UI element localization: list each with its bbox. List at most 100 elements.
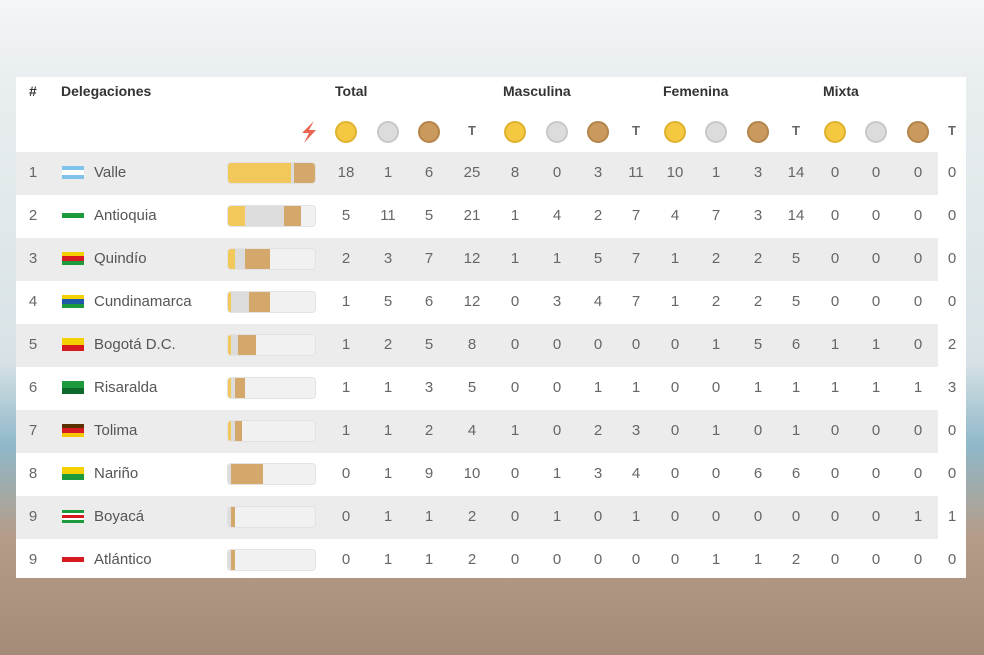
medal-count: 0: [593, 551, 603, 568]
medal-icon: [377, 121, 399, 143]
table-row: 8 Nariño 0 1 9 10 0 1 3 4 0 0 6 6 0 0 0 0: [16, 453, 956, 496]
medal-count: 6: [753, 465, 763, 482]
medal-count: 0: [871, 551, 881, 568]
medal-count: 0: [670, 551, 680, 568]
flag-stripe: [62, 344, 84, 351]
medal-count: 0: [552, 422, 562, 439]
medal-count: 0: [913, 551, 923, 568]
total-header: T: [792, 123, 800, 138]
medal-count: 0: [631, 551, 641, 568]
medal-count: 0: [947, 422, 957, 439]
bar-segment: [228, 421, 232, 441]
medal-count: 1: [510, 422, 520, 439]
medal-count: 1: [383, 551, 393, 568]
rank: 9: [28, 508, 38, 525]
medal-count: 0: [871, 250, 881, 267]
medal-count: 1: [552, 465, 562, 482]
medal-count: 1: [341, 293, 351, 310]
medal-count: 0: [791, 508, 801, 525]
flag-icon: [62, 381, 84, 394]
medal-count: 1: [631, 508, 641, 525]
bar-segment: [294, 163, 315, 183]
medal-count: 2: [424, 422, 434, 439]
medal-count: 7: [631, 293, 641, 310]
table-row: 5 Bogotá D.C. 1 2 5 8 0 0 0 0 0 1 5 6 1 1 0 2: [16, 324, 956, 367]
medal-icon: [824, 121, 846, 143]
medal-count: 0: [871, 508, 881, 525]
medal-count: 1: [341, 379, 351, 396]
medal-icon: [865, 121, 887, 143]
medal-count: 3: [947, 379, 957, 396]
bar-segment: [228, 206, 246, 226]
bar-segment: [228, 550, 232, 570]
medal-count: 5: [424, 207, 434, 224]
medal-count: 4: [552, 207, 562, 224]
bar-segment: [231, 292, 249, 312]
medal-count: 5: [593, 250, 603, 267]
rank: 7: [28, 422, 38, 439]
medal-count: 10: [666, 164, 684, 181]
medal-count: 0: [913, 465, 923, 482]
medal-count: 6: [791, 336, 801, 353]
flag-stripe: [62, 553, 84, 558]
medal-count: 10: [463, 465, 481, 482]
medal-count: 0: [913, 207, 923, 224]
medal-count: 1: [631, 379, 641, 396]
flag-icon: [62, 295, 84, 308]
medal-count: 1: [383, 508, 393, 525]
flag-stripe: [62, 381, 84, 388]
medal-count: 14: [787, 164, 805, 181]
medal-count: 6: [424, 293, 434, 310]
medal-count: 1: [830, 379, 840, 396]
rank: 3: [28, 250, 38, 267]
medal-count: 0: [552, 379, 562, 396]
delegation-name: Atlántico: [94, 551, 152, 568]
flag-stripe: [62, 299, 84, 304]
flag-stripe: [62, 557, 84, 562]
flag-stripe: [62, 303, 84, 308]
medal-count: 1: [871, 336, 881, 353]
medal-count: 21: [463, 207, 481, 224]
bar-segment: [234, 249, 246, 269]
medal-count: 2: [341, 250, 351, 267]
medal-count: 0: [711, 379, 721, 396]
medal-count: 3: [424, 379, 434, 396]
flag-icon: [62, 510, 84, 523]
medal-bar: [227, 549, 316, 571]
medal-bar: [227, 377, 316, 399]
medal-count: 0: [871, 207, 881, 224]
bar-segment: [245, 249, 270, 269]
medal-count: 1: [552, 508, 562, 525]
medal-count: 3: [753, 164, 763, 181]
medal-count: 3: [552, 293, 562, 310]
bar-segment: [228, 163, 291, 183]
medal-count: 1: [791, 422, 801, 439]
medal-count: 7: [711, 207, 721, 224]
medal-count: 11: [628, 164, 644, 181]
medal-count: 0: [947, 293, 957, 310]
medal-bar: [227, 162, 316, 184]
flag-stripe: [62, 174, 84, 179]
medal-count: 0: [830, 551, 840, 568]
rank: 9: [28, 551, 38, 568]
medal-count: 0: [913, 164, 923, 181]
medal-count: 0: [510, 293, 520, 310]
medal-count: 0: [913, 250, 923, 267]
medal-count: 0: [341, 465, 351, 482]
medal-count: 1: [383, 164, 393, 181]
rank: 2: [28, 207, 38, 224]
flag-stripe: [62, 260, 84, 265]
bar-segment: [231, 335, 239, 355]
medal-count: 2: [383, 336, 393, 353]
table-row: 6 Risaralda 1 1 3 5 0 0 1 1 0 0 1 1 1 1 1 3: [16, 367, 956, 410]
flag-stripe: [62, 561, 84, 566]
medal-count: 5: [424, 336, 434, 353]
flag-icon: [62, 553, 84, 566]
medal-count: 0: [510, 508, 520, 525]
flag-icon: [62, 252, 84, 265]
bar-segment: [228, 335, 232, 355]
medal-count: 1: [913, 379, 923, 396]
medal-count: 5: [341, 207, 351, 224]
medal-count: 0: [670, 422, 680, 439]
